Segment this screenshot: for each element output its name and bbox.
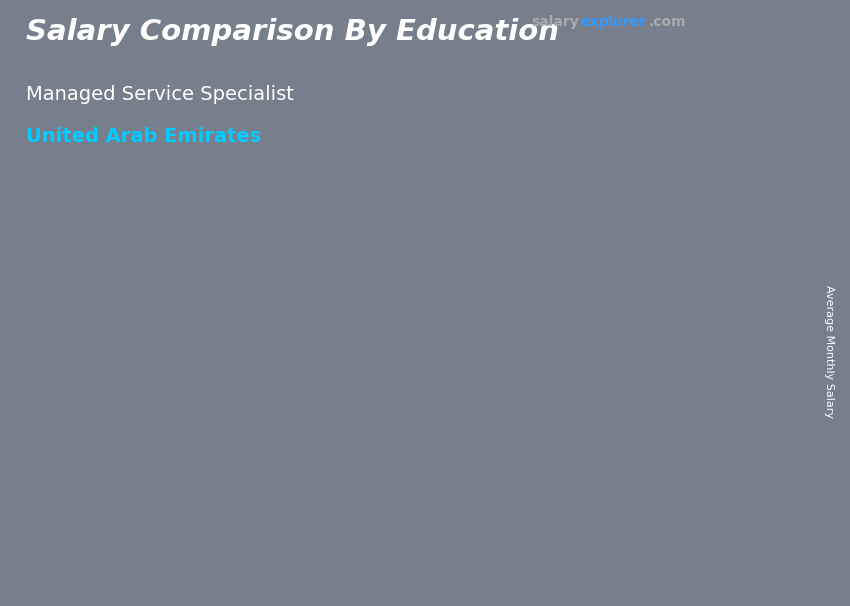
Text: 8,840 AED: 8,840 AED [118, 382, 214, 400]
Text: 13,300 AED: 13,300 AED [332, 325, 440, 343]
Bar [450, 351, 464, 521]
Bar [586, 268, 669, 521]
Bar [680, 68, 756, 88]
Text: Salary Comparison By Education: Salary Comparison By Education [26, 18, 558, 46]
Text: United Arab Emirates: United Arab Emirates [26, 127, 261, 146]
Text: +50%: +50% [212, 319, 292, 344]
FancyArrowPatch shape [456, 241, 674, 348]
Text: salary: salary [531, 15, 579, 29]
Bar [680, 30, 699, 88]
FancyArrowPatch shape [236, 313, 454, 406]
Text: +48%: +48% [441, 259, 522, 283]
Text: Managed Service Specialist: Managed Service Specialist [26, 85, 293, 104]
Text: 19,700 AED: 19,700 AED [552, 243, 660, 261]
Bar [366, 351, 450, 521]
Bar [680, 30, 756, 50]
Bar [669, 268, 684, 521]
Bar [146, 408, 230, 521]
Bar [230, 408, 244, 521]
Text: explorer: explorer [581, 15, 647, 29]
Text: .com: .com [649, 15, 686, 29]
Bar [680, 50, 756, 68]
Text: Average Monthly Salary: Average Monthly Salary [824, 285, 834, 418]
